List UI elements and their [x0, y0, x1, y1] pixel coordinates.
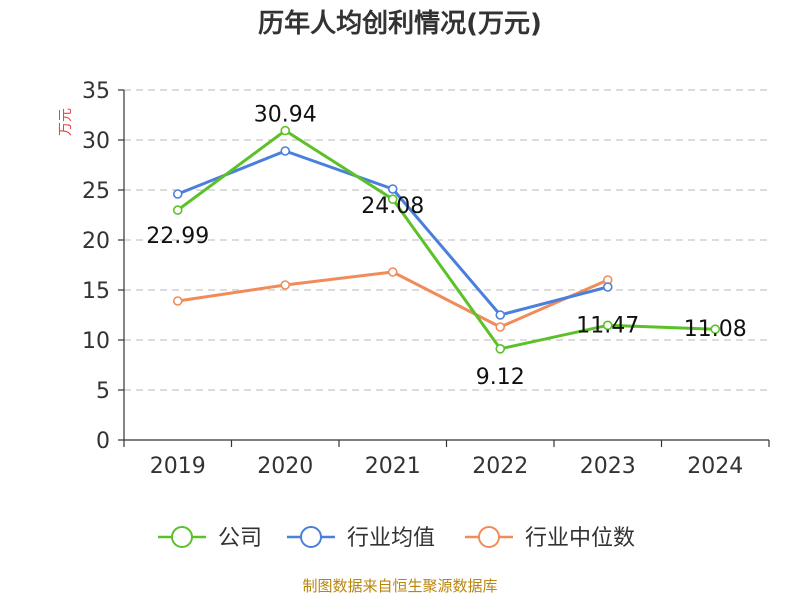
data-label: 22.99: [146, 224, 209, 249]
legend-label: 行业均值: [347, 526, 435, 551]
y-tick-label: 30: [82, 129, 110, 154]
series-line: [176, 270, 610, 329]
x-tick-label: 2022: [472, 454, 528, 479]
x-tick-label: 2023: [580, 454, 636, 479]
y-tick-label: 15: [82, 279, 110, 304]
data-point: [172, 296, 183, 306]
data-point: [387, 184, 398, 194]
y-tick-label: 25: [82, 179, 110, 204]
data-label: 9.12: [476, 365, 525, 390]
data-point: [387, 267, 398, 277]
data-point: [387, 194, 398, 204]
data-point: [495, 310, 506, 320]
y-axis-label: 万元: [58, 108, 74, 136]
x-tick-label: 2020: [257, 454, 313, 479]
axes: 0 5 10 15 20 25 30 35 2019 2020 2021 2022 2023 2024: [82, 79, 770, 479]
series: [172, 125, 721, 354]
data-point: [602, 282, 613, 292]
data-label: 30.94: [254, 103, 317, 128]
data-point: [495, 322, 506, 332]
data-point: [172, 189, 183, 199]
data-point: [280, 146, 291, 156]
data-point: [495, 343, 506, 354]
legend: 公司 行业均值 行业中位数: [158, 526, 635, 551]
data-point: [280, 125, 291, 136]
data-label: 11.08: [684, 317, 747, 342]
y-tick-label: 5: [96, 379, 110, 404]
data-labels: 22.99 30.94 24.08 9.12 11.47 11.08: [146, 103, 746, 390]
legend-marker: [300, 526, 322, 548]
grid: [124, 89, 769, 391]
legend-label: 行业中位数: [525, 526, 635, 551]
data-label: 11.47: [576, 313, 639, 338]
y-tick-label: 0: [96, 429, 110, 454]
y-tick-label: 35: [82, 79, 110, 104]
data-point: [602, 320, 613, 331]
data-point: [710, 324, 721, 335]
y-tick-label: 20: [82, 229, 110, 254]
x-tick-label: 2024: [687, 454, 743, 479]
data-label: 24.08: [361, 194, 424, 219]
legend-marker: [478, 526, 500, 548]
x-tick-label: 2019: [150, 454, 206, 479]
legend-label: 公司: [218, 526, 262, 551]
source-note: 制图数据来自恒生聚源数据库: [302, 577, 497, 595]
data-point: [172, 205, 183, 215]
series-line: [176, 129, 717, 351]
x-tick-label: 2021: [365, 454, 421, 479]
chart-title: 历年人均创利情况(万元): [258, 8, 542, 39]
legend-marker: [171, 526, 193, 548]
data-point: [280, 280, 291, 290]
y-tick-label: 10: [82, 329, 110, 354]
